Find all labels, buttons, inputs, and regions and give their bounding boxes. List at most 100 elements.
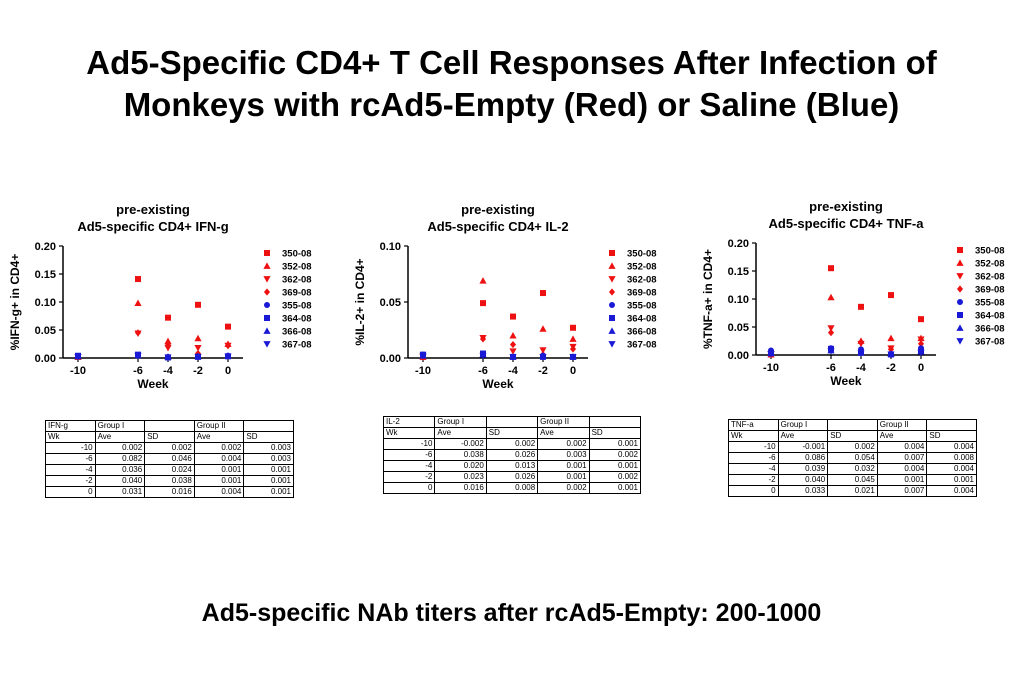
table-cell: 0.002 bbox=[193, 442, 245, 454]
table-cell: 0 bbox=[382, 482, 436, 494]
table-cell: -2 bbox=[45, 475, 96, 487]
table-cell: SD bbox=[827, 430, 878, 442]
data-point bbox=[224, 353, 232, 360]
table-cell: -10 bbox=[45, 442, 96, 454]
table-cell: 0.039 bbox=[777, 463, 829, 475]
table-cell: 0.024 bbox=[144, 464, 195, 476]
data-point bbox=[479, 277, 487, 284]
table-cell: 0.001 bbox=[537, 471, 590, 483]
x-tick-label: 0 bbox=[918, 362, 924, 374]
table-cell: 0.040 bbox=[777, 474, 829, 486]
table-cell: -6 bbox=[45, 453, 96, 465]
y-tick-label: 0.15 bbox=[728, 266, 749, 278]
legend-marker bbox=[263, 341, 271, 348]
table-cell: 0.001 bbox=[537, 460, 590, 472]
table-cell: 0.002 bbox=[94, 442, 146, 454]
table-cell: 0.003 bbox=[243, 442, 294, 454]
nab-titer-note: Ad5-specific NAb titers after rcAd5-Empt… bbox=[201, 599, 822, 627]
y-tick-label: 0.20 bbox=[35, 241, 56, 253]
tnf-a-scatter-chart: pre-existing Ad5-specific CD4+ TNF-a 0.00 0… bbox=[701, 199, 1005, 388]
table-row: -4 0.036 0.024 0.001 0.001 bbox=[45, 464, 294, 476]
table-cell: 0.002 bbox=[144, 442, 195, 454]
x-tick-label: -6 bbox=[478, 365, 488, 377]
legend-label: 364-08 bbox=[627, 314, 657, 325]
data-point bbox=[888, 292, 894, 299]
legend-marker bbox=[608, 276, 616, 283]
table-cell: 0.021 bbox=[827, 485, 878, 497]
data-point bbox=[164, 345, 172, 352]
table-cell: Ave bbox=[777, 430, 829, 442]
legend-marker bbox=[608, 262, 616, 269]
table-cell: 0.040 bbox=[94, 475, 146, 487]
legend-label: 366-08 bbox=[975, 324, 1005, 335]
y-axis-label: %IL-2+ in CD4+ bbox=[353, 258, 367, 345]
table-row: -10 -0.001 0.002 0.004 0.004 bbox=[728, 441, 977, 453]
legend-marker bbox=[609, 315, 615, 321]
data-point bbox=[479, 352, 487, 360]
data-point bbox=[164, 340, 172, 348]
legend-marker bbox=[264, 250, 270, 256]
legend-marker bbox=[957, 299, 963, 305]
table-group-header-row: IL-2 Group I Group II bbox=[382, 416, 642, 428]
chart-title-line-2: Ad5-specific CD4+ TNF-a bbox=[769, 216, 925, 231]
x-tick-label: -6 bbox=[826, 362, 836, 374]
x-tick-label: -2 bbox=[886, 362, 896, 374]
table-cell: 0.004 bbox=[926, 441, 977, 453]
legend-marker bbox=[608, 288, 616, 296]
legend-marker bbox=[609, 302, 615, 308]
data-point bbox=[887, 351, 895, 359]
legend-label: 366-08 bbox=[282, 327, 312, 338]
series-364-08 bbox=[75, 351, 231, 361]
series-350-08 bbox=[75, 276, 231, 360]
y-tick-label: 0.00 bbox=[35, 353, 56, 365]
series-362-08 bbox=[767, 325, 925, 359]
x-tick-label: -4 bbox=[856, 362, 867, 374]
data-point bbox=[194, 345, 202, 352]
table-cell: 0.031 bbox=[94, 486, 146, 498]
table-row: 0 0.031 0.016 0.004 0.001 bbox=[45, 486, 294, 498]
y-tick-label: 0.05 bbox=[728, 322, 749, 334]
table-cell: 0.020 bbox=[434, 460, 487, 472]
data-point bbox=[828, 265, 834, 272]
legend-label: 362-08 bbox=[975, 272, 1005, 283]
table-cell: 0.013 bbox=[485, 460, 539, 472]
il-2-summary-table: IL-2 Group I Group II Wk Ave SD Ave SD -10 -0.002… bbox=[382, 416, 642, 494]
table-cell: 0.016 bbox=[144, 486, 195, 498]
legend-marker bbox=[609, 250, 615, 256]
data-point bbox=[540, 290, 546, 297]
table-cell: Ave bbox=[537, 427, 590, 439]
table-cell: 0.008 bbox=[926, 452, 977, 464]
table-cell: 0.082 bbox=[94, 453, 146, 465]
table-cell: Group I bbox=[94, 420, 146, 432]
table-cell: Group I bbox=[434, 416, 487, 428]
series-369-08 bbox=[74, 329, 232, 361]
table-cell: Group II bbox=[876, 419, 928, 431]
table-cell: Wk bbox=[45, 431, 96, 443]
y-tick-label: 0.10 bbox=[380, 241, 401, 253]
slide-title-line-1: Ad5-Specific CD4+ T Cell Responses After… bbox=[86, 44, 937, 81]
slide-title-line-2: Monkeys with rcAd5-Empty (Red) or Saline… bbox=[123, 86, 900, 123]
table-group-header-row: TNF-a Group I Group II bbox=[728, 419, 977, 431]
table-cell: 0.001 bbox=[588, 438, 642, 450]
series-369-08 bbox=[767, 329, 925, 359]
legend-label: 355-08 bbox=[282, 301, 312, 312]
table-cell bbox=[926, 419, 977, 431]
table-cell: 0 bbox=[728, 485, 779, 497]
x-tick-label: -6 bbox=[133, 365, 143, 377]
series-352-08 bbox=[767, 293, 925, 358]
legend-label: 352-08 bbox=[975, 259, 1005, 270]
legend-marker bbox=[263, 276, 271, 283]
data-point bbox=[509, 348, 517, 355]
table-column-header-row: Wk Ave SD Ave SD bbox=[45, 431, 294, 443]
table-cell: SD bbox=[243, 431, 294, 443]
data-point bbox=[194, 354, 202, 361]
data-point bbox=[887, 334, 895, 342]
legend-label: 355-08 bbox=[975, 298, 1005, 309]
legend-label: 369-08 bbox=[975, 285, 1005, 296]
legend-label: 352-08 bbox=[627, 262, 657, 273]
table-cell: 0.008 bbox=[485, 482, 539, 494]
table-cell: 0.007 bbox=[876, 452, 928, 464]
x-tick-label: -10 bbox=[763, 362, 779, 374]
data-point bbox=[569, 335, 577, 342]
legend-marker bbox=[956, 285, 964, 293]
